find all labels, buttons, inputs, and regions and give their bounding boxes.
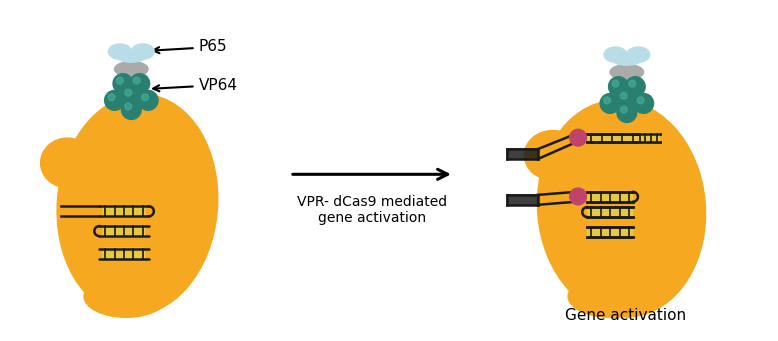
Text: Gene activation: Gene activation: [565, 308, 686, 323]
FancyBboxPatch shape: [587, 206, 633, 218]
Circle shape: [604, 97, 611, 104]
FancyBboxPatch shape: [636, 133, 660, 144]
Circle shape: [612, 80, 619, 87]
Text: P65: P65: [153, 40, 227, 55]
Ellipse shape: [627, 47, 650, 62]
Ellipse shape: [40, 138, 94, 188]
Circle shape: [620, 106, 627, 113]
Ellipse shape: [131, 44, 154, 59]
Circle shape: [617, 89, 636, 109]
Circle shape: [124, 89, 131, 96]
Circle shape: [629, 80, 636, 87]
Circle shape: [617, 103, 636, 122]
Circle shape: [124, 103, 131, 110]
Circle shape: [117, 77, 123, 84]
Ellipse shape: [57, 94, 218, 315]
FancyBboxPatch shape: [103, 205, 145, 218]
Ellipse shape: [84, 275, 168, 317]
Ellipse shape: [114, 61, 148, 77]
FancyBboxPatch shape: [587, 133, 637, 144]
Circle shape: [130, 74, 149, 93]
Circle shape: [569, 129, 587, 146]
Circle shape: [608, 77, 629, 97]
Text: VPR- dCas9 mediated
gene activation: VPR- dCas9 mediated gene activation: [297, 195, 447, 225]
Circle shape: [133, 77, 140, 84]
Ellipse shape: [538, 100, 706, 317]
Ellipse shape: [604, 47, 627, 62]
FancyBboxPatch shape: [587, 226, 633, 238]
Circle shape: [569, 188, 587, 205]
Circle shape: [637, 97, 644, 104]
Circle shape: [104, 90, 124, 110]
Circle shape: [600, 93, 620, 113]
FancyBboxPatch shape: [587, 191, 633, 203]
Circle shape: [108, 94, 115, 101]
Circle shape: [626, 77, 645, 97]
Circle shape: [634, 93, 654, 113]
FancyBboxPatch shape: [103, 248, 145, 261]
Circle shape: [142, 94, 149, 101]
Circle shape: [138, 90, 158, 110]
Circle shape: [113, 74, 133, 93]
Ellipse shape: [568, 275, 652, 317]
Circle shape: [121, 86, 142, 106]
Ellipse shape: [524, 131, 581, 180]
Ellipse shape: [117, 50, 145, 62]
Ellipse shape: [612, 53, 641, 65]
Text: VP64: VP64: [153, 78, 237, 93]
Ellipse shape: [610, 64, 643, 80]
Circle shape: [620, 92, 627, 99]
Circle shape: [121, 100, 142, 119]
FancyBboxPatch shape: [103, 225, 145, 238]
Ellipse shape: [108, 44, 131, 59]
